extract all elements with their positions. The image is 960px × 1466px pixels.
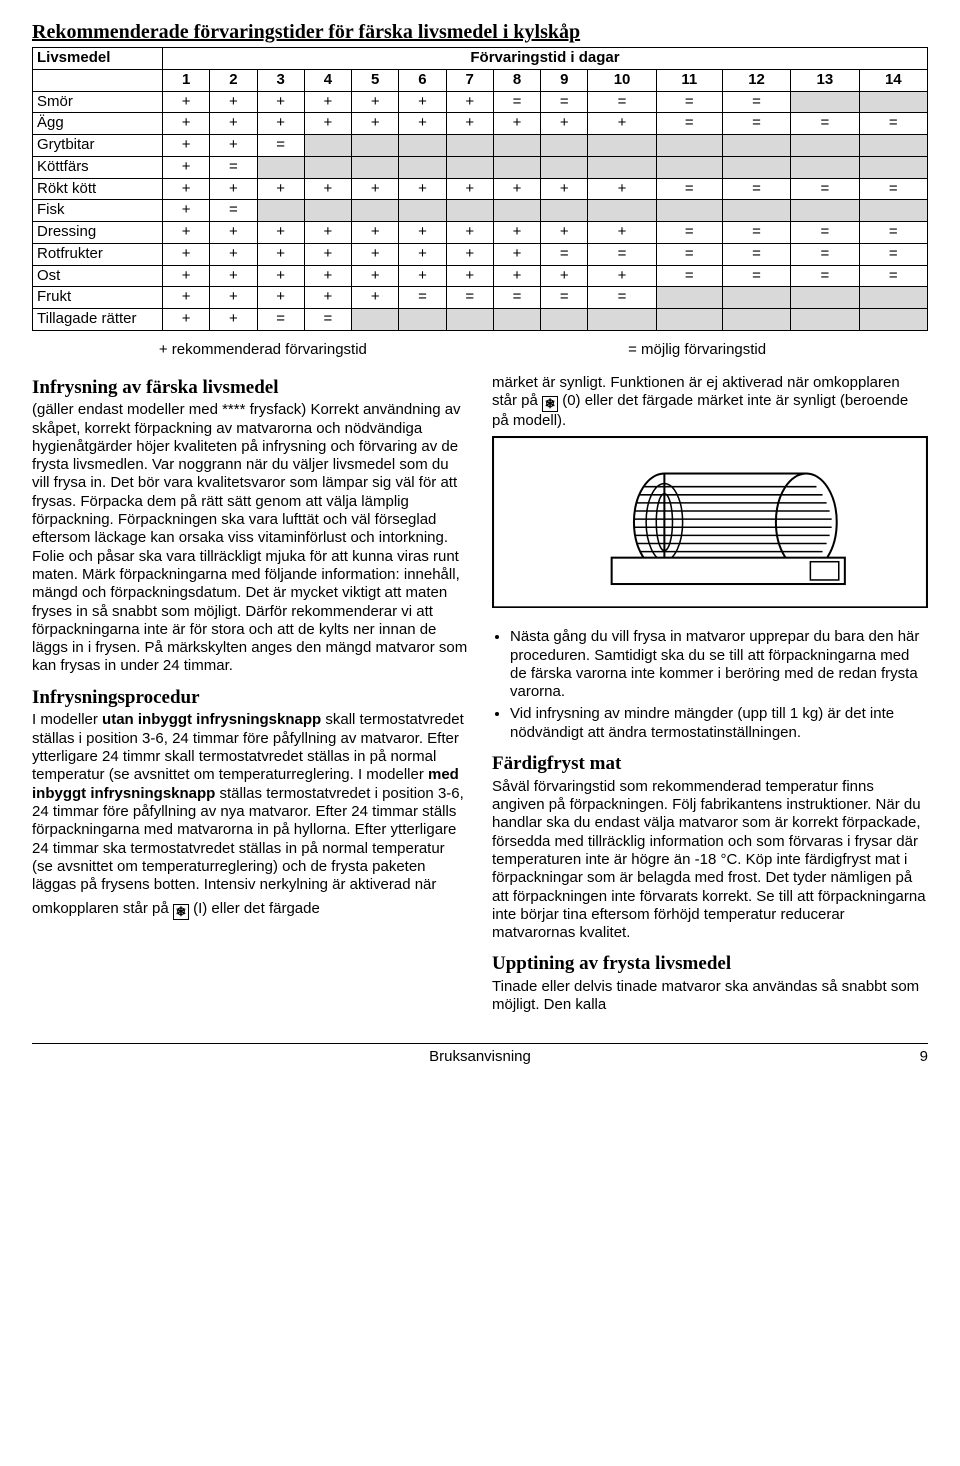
- table-legend: + rekommenderad förvaringstid = möjlig f…: [32, 341, 928, 360]
- list-item: Nästa gång du vill frysa in matvaror upp…: [510, 628, 928, 701]
- page-footer: Bruksanvisning 9: [32, 1043, 928, 1067]
- appliance-illustration: [492, 436, 928, 608]
- paragraph-upptining: Tinade eller delvis tinade matvaror ska …: [492, 978, 928, 1015]
- heading-upptining: Upptining av frysta livsmedel: [492, 952, 928, 976]
- txt: omkopplaren står på: [32, 900, 173, 917]
- snowflake-icon: ❄: [542, 396, 558, 412]
- bullet-list: Nästa gång du vill frysa in matvaror upp…: [492, 628, 928, 742]
- left-column: Infrysning av färska livsmedel (gäller e…: [32, 374, 468, 1015]
- legend-eq: = möjlig förvaringstid: [482, 341, 912, 360]
- paragraph-procedur: I modeller utan inbyggt infrysningsknapp…: [32, 711, 468, 894]
- bold-utan: utan inbyggt infrysningsknapp: [102, 711, 321, 728]
- footer-center: Bruksanvisning: [72, 1048, 888, 1067]
- snowflake-icon: ❄: [173, 904, 189, 920]
- heading-procedur: Infrysningsprocedur: [32, 686, 468, 710]
- right-column: märket är synligt. Funktionen är ej akti…: [492, 374, 928, 1015]
- txt: I modeller: [32, 711, 102, 728]
- table-title: Rekommenderade förvaringstider för färsk…: [32, 20, 928, 45]
- page-number: 9: [888, 1048, 928, 1067]
- paragraph-fardigfryst: Såväl förvaringstid som rekommenderad te…: [492, 778, 928, 943]
- txt: (I) eller det färgade: [189, 900, 320, 917]
- paragraph-infrysning: (gäller endast modeller med **** frysfac…: [32, 401, 468, 675]
- list-item: Vid infrysning av mindre mängder (upp ti…: [510, 705, 928, 742]
- paragraph-right-top: märket är synligt. Funktionen är ej akti…: [492, 374, 928, 431]
- heading-infrysning: Infrysning av färska livsmedel: [32, 376, 468, 400]
- paragraph-procedur-end: omkopplaren står på ❄ (I) eller det färg…: [32, 900, 468, 920]
- heading-fardigfryst: Färdigfryst mat: [492, 752, 928, 776]
- legend-plus: + rekommenderad förvaringstid: [48, 341, 478, 360]
- storage-table: LivsmedelFörvaringstid i dagar1234567891…: [32, 47, 928, 331]
